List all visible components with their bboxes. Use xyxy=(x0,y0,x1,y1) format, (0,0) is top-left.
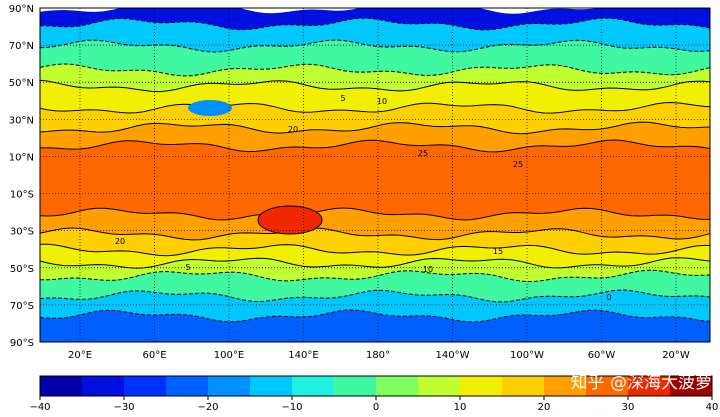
colorbar-segment xyxy=(40,376,82,396)
map-area xyxy=(40,8,710,342)
lat-label: 70°N xyxy=(9,41,34,52)
colorbar-segment xyxy=(166,376,208,396)
contour-line xyxy=(40,101,710,114)
colorbar-segment xyxy=(208,376,250,396)
colorbar-segment xyxy=(460,376,502,396)
colorbar-segment xyxy=(376,376,418,396)
colorbar-tick-label: −20 xyxy=(197,402,218,413)
lat-label: 50°N xyxy=(9,78,34,89)
lon-label: 140°E xyxy=(288,350,318,361)
map-frame xyxy=(39,7,711,343)
colorbar-segment xyxy=(502,376,544,396)
colorbar-segment xyxy=(250,376,292,396)
contour-line xyxy=(40,63,710,77)
lat-label: 10°S xyxy=(10,190,34,201)
lat-label: 30°S xyxy=(10,227,34,238)
contour-label: 5 xyxy=(185,263,190,272)
colorbar-tick-label: −10 xyxy=(281,402,302,413)
colorbar-segment xyxy=(292,376,334,396)
contour-label: 10 xyxy=(423,265,433,274)
lon-label: 100°E xyxy=(214,350,244,361)
temperature-band xyxy=(40,18,710,52)
warm-region xyxy=(257,205,323,235)
colorbar-tick-label: 40 xyxy=(706,402,719,413)
colorbar-segment xyxy=(82,376,124,396)
lat-label: 10°N xyxy=(9,152,34,163)
lat-label: 30°N xyxy=(9,115,34,126)
contour-line xyxy=(40,257,710,269)
lon-label: 180° xyxy=(366,350,390,361)
lat-label: 90°S xyxy=(10,338,34,349)
contour-line xyxy=(40,207,710,221)
lat-label: 70°S xyxy=(10,301,34,312)
contour-line xyxy=(40,227,710,241)
colorbar-segment xyxy=(586,376,628,396)
colorbar-tick-label: 30 xyxy=(622,402,635,413)
lon-label: 60°W xyxy=(588,350,616,361)
colorbar-segment xyxy=(124,376,166,396)
contour-line xyxy=(40,139,710,153)
colorbar-tick-label: 10 xyxy=(454,402,467,413)
contour-label: 20 xyxy=(115,237,125,246)
contour-line xyxy=(40,17,710,31)
contour-line xyxy=(40,309,710,323)
contour-line xyxy=(40,79,710,93)
colorbar-segment xyxy=(670,376,712,396)
colorbar-tick-label: 20 xyxy=(538,402,551,413)
colorbar-segment xyxy=(544,376,586,396)
lon-label: 20°E xyxy=(68,350,92,361)
contour-line xyxy=(40,121,710,135)
contour-label: 5 xyxy=(340,94,345,103)
colorbar-tick-label: −40 xyxy=(29,402,50,413)
contour-label: 0 xyxy=(606,293,611,302)
contour-line xyxy=(40,39,710,53)
temperature-band xyxy=(40,290,710,322)
temperature-band xyxy=(40,310,710,342)
temperature-band xyxy=(40,140,710,220)
contour-label: 25 xyxy=(513,160,523,169)
colorbar-segment xyxy=(334,376,376,396)
contour-line xyxy=(40,289,710,303)
contour-label: 25 xyxy=(418,149,428,158)
cold-region xyxy=(188,100,232,116)
colorbar-segment xyxy=(418,376,460,396)
lon-label: 140°W xyxy=(436,350,470,361)
contour-label: 10 xyxy=(377,97,387,106)
watermark: 知乎 @深海大菠萝 xyxy=(571,373,712,393)
lon-label: 100°W xyxy=(510,350,544,361)
lon-label: 60°E xyxy=(142,350,166,361)
contour-label: 20 xyxy=(288,125,298,134)
contour-line xyxy=(40,243,710,257)
lon-label: 20°W xyxy=(662,350,690,361)
colorbar-tick-label: 0 xyxy=(373,402,379,413)
colorbar-tick-label: −30 xyxy=(113,402,134,413)
contour-label: 15 xyxy=(493,247,503,256)
colorbar-segment xyxy=(628,376,670,396)
lat-label: 50°S xyxy=(10,264,34,275)
contour-line xyxy=(40,269,710,283)
lat-label: 90°N xyxy=(9,4,34,15)
